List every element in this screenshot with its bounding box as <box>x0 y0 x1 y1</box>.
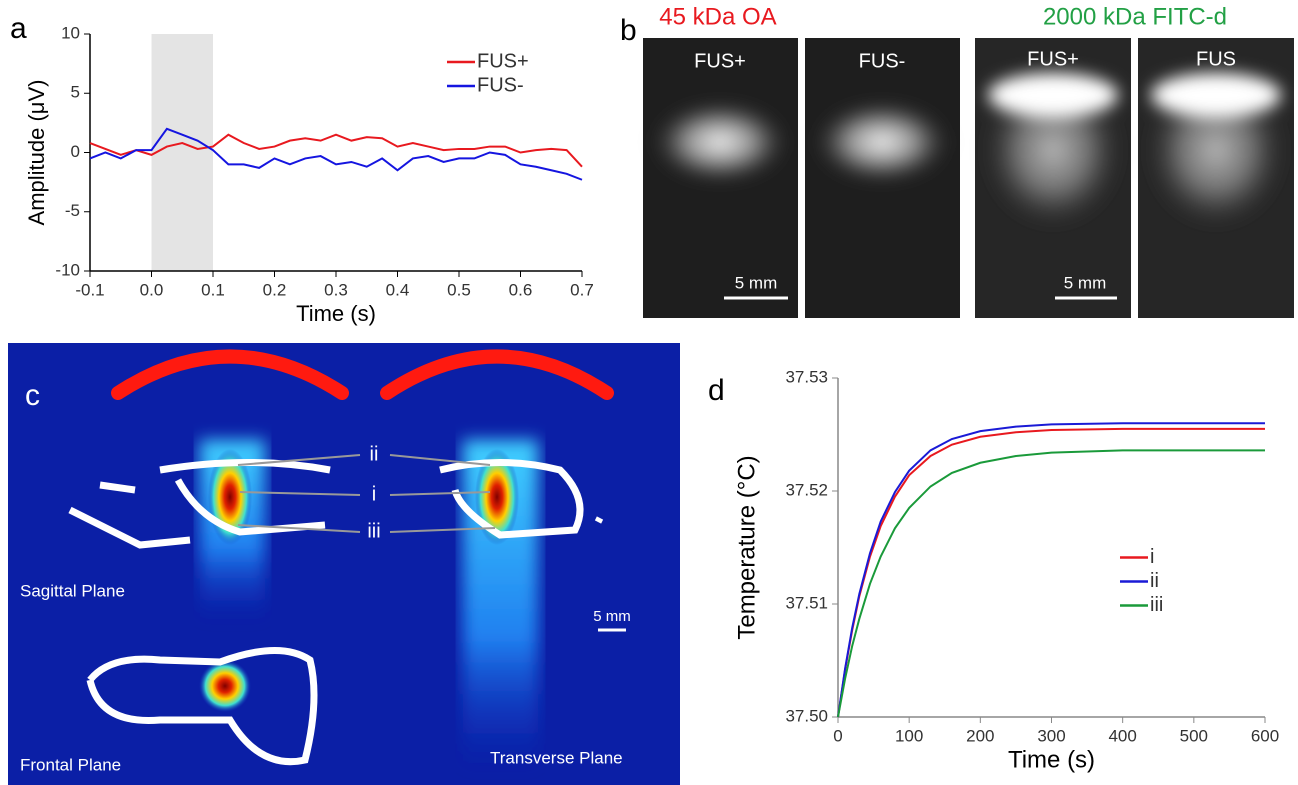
y-tick-label: 37.53 <box>785 367 828 386</box>
point-label: i <box>372 483 376 505</box>
lane-label: FUS+ <box>694 50 746 72</box>
x-axis-label: Time (s) <box>296 301 376 326</box>
legend-label: FUS+ <box>477 50 529 72</box>
pointer-lines <box>237 454 496 533</box>
skull-outline <box>68 459 604 766</box>
y-axis-label: Amplitude (μV) <box>24 80 49 226</box>
legend-label: FUS- <box>477 74 524 96</box>
x-tick-label: 0.1 <box>201 280 225 299</box>
lane-label: FUS+ <box>1027 48 1079 70</box>
x-tick-label: 0.3 <box>324 280 348 299</box>
series-line <box>837 427 1265 718</box>
plane-label: Transverse Plane <box>490 748 623 767</box>
y-tick-label: 37.50 <box>785 706 828 725</box>
scale-label: 5 mm <box>593 608 631 625</box>
simulation-image <box>8 343 680 785</box>
y-tick-label: -10 <box>55 260 80 279</box>
x-tick-label: 0.7 <box>570 280 594 299</box>
hot-spot <box>199 660 251 712</box>
series-line <box>837 422 1265 718</box>
transducer <box>380 349 614 400</box>
legend-label: ii <box>1150 570 1159 592</box>
plane-label: Sagittal Plane <box>20 581 125 600</box>
series-line <box>89 127 583 181</box>
x-tick-label: 600 <box>1251 726 1279 745</box>
x-tick-label: 400 <box>1108 726 1136 745</box>
x-tick-label: 200 <box>966 726 994 745</box>
x-tick-label: 0.4 <box>386 280 410 299</box>
panel-label: c <box>25 379 40 412</box>
x-tick-label: 300 <box>1037 726 1065 745</box>
lane-label: FUS- <box>859 50 906 72</box>
plane-label: Frontal Plane <box>20 755 121 774</box>
simulation-panel: c ii i iii Sagittal Plane Frontal Plane … <box>8 343 680 785</box>
x-tick-label: 500 <box>1180 726 1208 745</box>
point-label: ii <box>370 443 379 465</box>
gel-glow <box>650 70 1288 230</box>
y-axis-label: Temperature (°C) <box>733 455 760 639</box>
scale-label: 5 mm <box>1064 273 1107 292</box>
series-line <box>89 133 583 168</box>
y-tick-label: 5 <box>71 83 80 102</box>
x-tick-label: -0.1 <box>75 280 104 299</box>
highlight-region <box>151 34 213 271</box>
transducer <box>111 349 349 400</box>
y-tick-label: 10 <box>61 23 80 42</box>
scale-label: 5 mm <box>735 273 778 292</box>
x-tick-label: 100 <box>895 726 923 745</box>
x-tick-label: 0.2 <box>263 280 287 299</box>
panel-label: b <box>620 14 637 47</box>
y-tick-label: -5 <box>65 201 80 220</box>
series-line <box>837 449 1265 718</box>
gel-title: 45 kDa OA <box>659 3 776 30</box>
x-tick-label: 0 <box>833 726 842 745</box>
panel-label: a <box>10 12 27 45</box>
y-tick-label: 37.52 <box>785 480 828 499</box>
gel-panel: b 45 kDa OA 2000 kDa FITC-d FUS+ FUS- FU… <box>620 3 1294 318</box>
panel-label: d <box>708 374 725 407</box>
x-axis-label: Time (s) <box>1008 746 1095 773</box>
lane-label: FUS <box>1196 48 1236 70</box>
gel-title: 2000 kDa FITC-d <box>1043 3 1227 30</box>
legend-label: i <box>1150 546 1154 568</box>
hot-spot <box>475 449 519 545</box>
x-tick-label: 0.0 <box>140 280 164 299</box>
x-tick-label: 0.5 <box>447 280 471 299</box>
y-tick-label: 0 <box>71 142 80 161</box>
legend-label: iii <box>1150 594 1163 616</box>
y-tick-label: 37.51 <box>785 593 828 612</box>
point-label: iii <box>367 520 380 542</box>
x-tick-label: 0.6 <box>509 280 533 299</box>
